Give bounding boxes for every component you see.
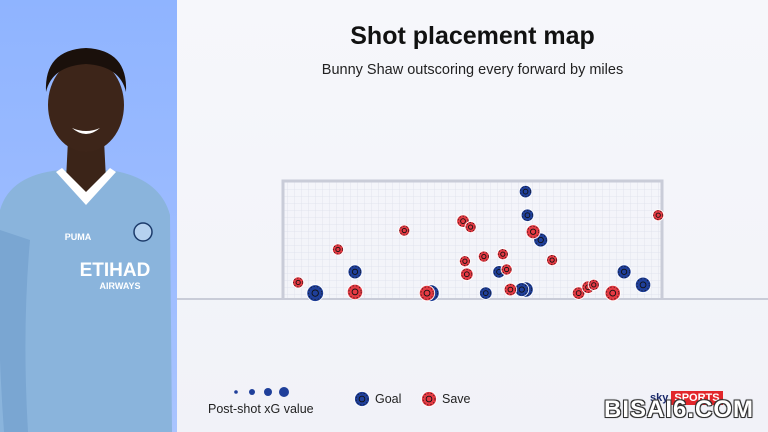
goal-shot-point <box>479 286 493 300</box>
goal-shot-point <box>634 276 652 293</box>
goal-shot-point <box>520 208 535 222</box>
brand-sports: SPORTS <box>671 391 723 405</box>
save-shot-point <box>571 286 586 300</box>
save-shot-point <box>546 254 559 267</box>
player-photo: ETIHAD AIRWAYS PUMA <box>0 48 172 432</box>
legend-size-dot <box>249 389 255 395</box>
broadcaster-logo: sky SPORTS <box>650 391 736 410</box>
save-shot-point <box>464 221 477 234</box>
player-photo-panel: ETIHAD AIRWAYS PUMA <box>0 0 177 432</box>
save-shot-point <box>477 250 490 263</box>
legend-goal-marker <box>354 391 370 407</box>
legend-goal-icon <box>354 391 370 407</box>
save-shot-point <box>525 224 541 240</box>
legend-size-dot <box>264 388 272 396</box>
kit-brand: PUMA <box>65 232 92 242</box>
shirt-sponsor: ETIHAD <box>80 260 151 281</box>
goal-net <box>283 181 662 299</box>
save-shot-point <box>331 243 344 256</box>
save-shot-point <box>587 278 600 291</box>
goal-shot-point <box>616 264 632 280</box>
watermark: BISAI6.COM <box>603 396 754 423</box>
chart-title: Shot placement map <box>350 22 595 50</box>
save-shot-point <box>652 209 665 222</box>
save-shot-point <box>418 284 436 302</box>
save-shot-point <box>398 224 411 237</box>
legend-xg-size <box>234 387 289 397</box>
goal-shot-point <box>306 284 325 302</box>
save-shot-point <box>458 255 471 268</box>
save-shot-point <box>292 276 305 289</box>
legend-save-icon <box>421 391 437 407</box>
save-shot-point <box>503 282 518 297</box>
legend-size-dot <box>234 390 238 394</box>
brand-sky: sky <box>650 392 669 404</box>
legend-size-dot <box>279 387 289 397</box>
club-crest-icon <box>133 222 153 242</box>
save-shot-point <box>604 284 621 302</box>
legend-size-label: Post-shot xG value <box>208 402 314 416</box>
save-shot-point <box>460 267 474 281</box>
goal-shot-point <box>518 184 533 199</box>
legend-save-label: Save <box>442 392 471 406</box>
save-shot-point <box>500 263 513 276</box>
chart-subtitle: Bunny Shaw outscoring every forward by m… <box>321 62 624 78</box>
save-shot-point <box>346 283 364 301</box>
goal-shot-point <box>347 264 363 280</box>
legend-goal-label: Goal <box>375 392 402 406</box>
goal-frame <box>281 179 664 299</box>
shirt-sponsor-sub: AIRWAYS <box>99 281 140 291</box>
save-shot-point <box>496 248 509 261</box>
legend-save-marker <box>421 391 437 407</box>
